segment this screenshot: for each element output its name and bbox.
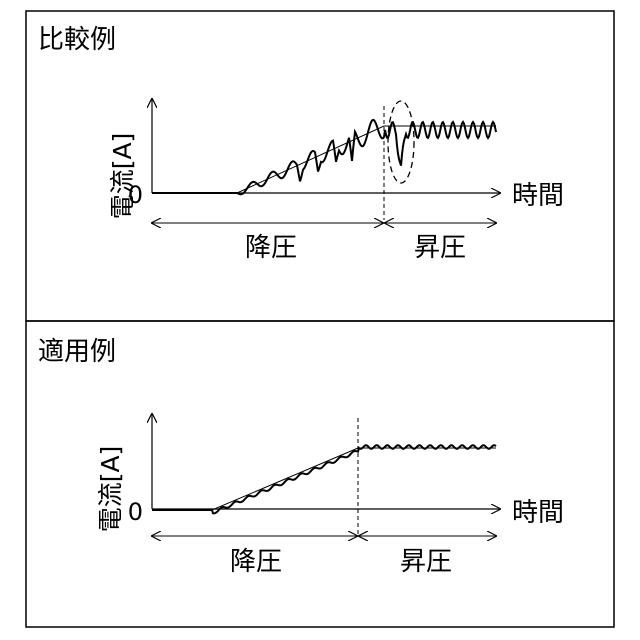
measured-current-line [152,445,496,513]
step-down-label: 降圧 [245,233,297,263]
panel-application: 適用例 電流[A] 0 時間 降圧 昇圧 [26,321,614,627]
panel-title: 適用例 [38,337,116,367]
step-up-label: 昇圧 [400,547,452,577]
reference-line [152,448,496,510]
panel-comparative: 比較例 電流[A] 0 時間 降圧 昇圧 [26,11,614,321]
x-axis-label: 時間 [512,181,564,211]
x-axis-label: 時間 [512,498,564,528]
dip-highlight-circle [388,101,414,183]
step-down-label: 降圧 [230,547,282,577]
measured-current-line [152,120,496,194]
zero-label: 0 [128,498,143,526]
panel-title: 比較例 [38,25,116,55]
step-up-label: 昇圧 [414,233,466,263]
zero-label: 0 [128,181,143,209]
y-axis-label: 電流[A] [96,446,125,533]
